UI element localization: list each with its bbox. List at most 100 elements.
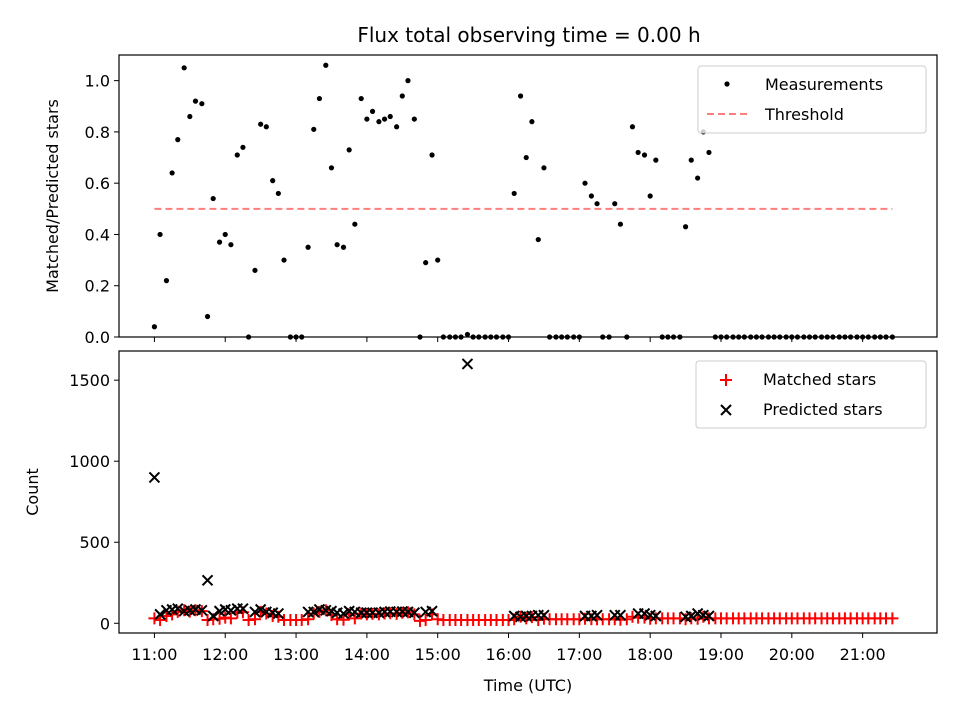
predicted-star-point	[408, 607, 421, 619]
predicted-star-point	[148, 471, 161, 484]
count-axes-frame	[118, 350, 938, 634]
measurement-point	[334, 242, 340, 248]
measurement-point	[358, 95, 364, 102]
predicted-star-point	[172, 602, 184, 615]
predicted-star-point	[308, 606, 320, 618]
matched-star-point	[148, 612, 161, 625]
measurement-point	[541, 165, 547, 171]
count-y-tick-label: 1000	[69, 452, 110, 471]
measurement-point	[316, 95, 323, 102]
measurement-point	[258, 121, 264, 127]
matched-star-point	[154, 614, 167, 627]
chart-title: Flux total observing time = 0.00 h	[357, 23, 700, 47]
legend-marker-measurements	[724, 81, 730, 87]
measurement-point	[695, 175, 701, 181]
count-x-tick-label: 17:00	[556, 645, 602, 664]
count-legend-box	[695, 360, 927, 429]
predicted-star-point	[650, 610, 662, 622]
count-x-tick-label: 11:00	[131, 645, 177, 664]
matched-star-point	[886, 612, 899, 625]
ratio-axes: Flux total observing time = 0.00 h Match…	[43, 23, 938, 347]
predicted-star-point	[207, 610, 219, 622]
measurement-point	[157, 231, 163, 238]
measurement-point	[175, 137, 181, 143]
count-x-tick-label: 21:00	[840, 645, 886, 664]
matched-star-point	[260, 607, 273, 620]
measurement-point	[311, 126, 317, 132]
measurement-point	[281, 257, 287, 263]
predicted-star-point	[703, 610, 715, 622]
legend-label-predicted: Predicted stars	[763, 400, 883, 419]
matched-star-point	[254, 605, 267, 618]
count-y-tick-label: 0	[100, 614, 110, 633]
measurement-point	[635, 149, 641, 156]
measurement-point	[192, 98, 199, 104]
ratio-y-tick-label: 0.8	[85, 123, 110, 142]
ratio-legend-box	[697, 65, 927, 134]
predicted-star-point	[591, 609, 603, 621]
ratio-y-tick-label: 0.4	[85, 225, 110, 244]
measurement-point	[653, 157, 659, 163]
measurement-point	[387, 113, 393, 120]
matched-star-point	[302, 613, 315, 626]
count-marks	[148, 358, 899, 627]
ratio-legend: Measurements Threshold	[697, 65, 927, 134]
measurement-point	[252, 267, 258, 273]
measurement-point	[305, 244, 311, 250]
matched-star-point	[348, 612, 361, 625]
measurement-point	[641, 152, 648, 158]
measurement-point	[204, 313, 211, 320]
measurement-point	[352, 221, 358, 227]
matched-star-point	[248, 613, 261, 626]
predicted-star-point	[154, 608, 166, 621]
count-x-tick-label: 13:00	[273, 645, 319, 664]
measurement-point	[617, 221, 624, 227]
predicted-star-point	[249, 606, 261, 618]
legend-marker-predicted	[720, 404, 732, 416]
legend-label-threshold: Threshold	[764, 105, 844, 124]
measurement-point	[187, 113, 193, 120]
count-y-axis-label: Count	[23, 468, 42, 516]
ratio-y-tick-label: 0.6	[85, 174, 110, 193]
matched-star-point	[224, 612, 237, 625]
count-ticks: 0 500 1000 1500 11:00 12:00 13:00 14:00 15:00 16:…	[69, 371, 885, 664]
predicted-star-point	[272, 607, 285, 620]
predicted-star-point	[254, 603, 267, 616]
measurement-point	[706, 149, 712, 156]
measurement-point	[647, 193, 653, 199]
measurement-point	[582, 180, 588, 186]
measurement-point	[423, 260, 429, 266]
count-legend: Matched stars Predicted stars	[695, 360, 927, 429]
predicted-star-point	[196, 604, 208, 617]
measurement-point	[429, 152, 435, 158]
measurement-point	[688, 157, 694, 163]
count-axes: Count Time (UTC) 0 500 1000 1500 11:00 12:00 1…	[23, 350, 938, 695]
count-x-tick-label: 18:00	[627, 645, 673, 664]
measurement-point	[523, 154, 529, 161]
measurement-point	[629, 124, 636, 130]
measurement-point	[535, 236, 541, 243]
measurement-point	[199, 101, 205, 107]
matched-star-point	[337, 613, 350, 626]
measurement-point	[511, 190, 517, 197]
measurement-point	[163, 278, 170, 284]
ratio-ticks: 0.0 0.2 0.4 0.6 0.8 1.0	[85, 72, 864, 347]
ratio-y-axis-label: Matched/Predicted stars	[43, 99, 62, 293]
count-x-tick-label: 20:00	[769, 645, 815, 664]
legend-label-matched: Matched stars	[763, 370, 876, 389]
measurement-point	[405, 78, 411, 84]
count-y-tick-label: 500	[79, 533, 110, 552]
matched-star-point	[620, 613, 633, 626]
count-x-tick-label: 12:00	[202, 645, 248, 664]
x-axis-label: Time (UTC)	[483, 676, 572, 695]
measurement-point	[594, 201, 600, 207]
measurement-point	[228, 242, 234, 248]
ratio-axes-frame	[118, 54, 938, 338]
measurement-point	[222, 231, 228, 238]
measurement-point	[682, 224, 689, 230]
predicted-star-point	[614, 609, 627, 621]
predicted-star-point	[426, 605, 438, 617]
predicted-star-point	[237, 602, 249, 615]
measurement-point	[612, 201, 618, 207]
